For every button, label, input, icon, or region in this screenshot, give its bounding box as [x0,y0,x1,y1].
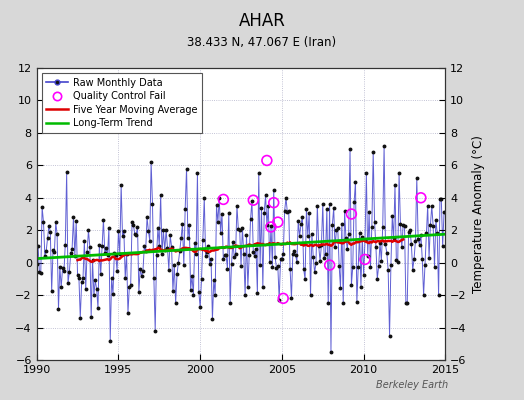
Point [279,295,287,302]
Point [263,157,271,164]
Text: 38.433 N, 47.067 E (Iran): 38.433 N, 47.067 E (Iran) [188,36,336,49]
Point [347,211,356,217]
Point [361,256,369,263]
Point [267,224,275,230]
Text: AHAR: AHAR [238,12,286,30]
Point [249,197,257,204]
Point [269,200,278,206]
Point [325,262,334,268]
Legend: Raw Monthly Data, Quality Control Fail, Five Year Moving Average, Long-Term Tren: Raw Monthly Data, Quality Control Fail, … [41,73,202,133]
Point [274,219,282,225]
Point [219,196,227,203]
Text: Berkeley Earth: Berkeley Earth [376,380,448,390]
Y-axis label: Temperature Anomaly (°C): Temperature Anomaly (°C) [472,135,485,293]
Point [417,194,425,201]
